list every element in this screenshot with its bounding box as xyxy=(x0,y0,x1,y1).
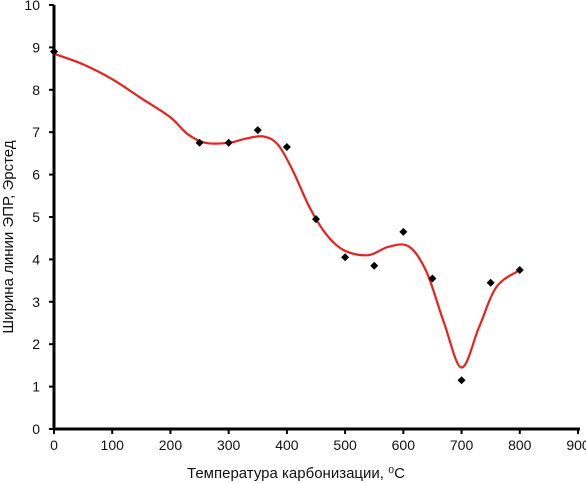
data-point xyxy=(428,274,437,283)
x-tick-label: 0 xyxy=(50,437,58,453)
fit-curve-line xyxy=(52,52,521,369)
data-point xyxy=(224,138,233,147)
x-tick-label: 700 xyxy=(450,437,474,453)
x-tick-label: 400 xyxy=(275,437,299,453)
axes xyxy=(49,4,580,434)
data-point xyxy=(515,266,524,274)
x-tick-label: 200 xyxy=(159,437,183,453)
data-point xyxy=(253,126,262,135)
y-tick-label: 1 xyxy=(32,379,40,395)
y-tick-label: 2 xyxy=(32,336,40,352)
y-tick-label: 6 xyxy=(32,167,40,183)
data-point xyxy=(457,376,466,385)
y-tick-label: 7 xyxy=(32,124,40,140)
y-tick-label: 10 xyxy=(24,0,40,13)
data-point xyxy=(341,253,350,262)
tick-labels-layer: 0 100 200 300 400 500 600 700 800 900 0 1 2 3 4 5 6 7 8 9 10 xyxy=(24,0,586,453)
x-tick-label: 800 xyxy=(508,437,532,453)
y-tick-label: 4 xyxy=(32,251,40,267)
data-points-layer xyxy=(50,47,524,385)
fit-curve-layer xyxy=(52,52,521,369)
x-tick-label: 900 xyxy=(566,437,586,453)
y-axis-title: Ширина линии ЭПР, Эрстед xyxy=(0,140,17,333)
y-tick-label: 8 xyxy=(32,82,40,98)
x-tick-label: 100 xyxy=(101,437,125,453)
y-tick-label: 9 xyxy=(32,39,40,55)
data-point xyxy=(486,278,495,287)
data-point xyxy=(50,47,58,56)
x-tick-label: 600 xyxy=(392,437,416,453)
y-tick-label: 5 xyxy=(32,209,40,225)
y-tick-label: 3 xyxy=(32,294,40,310)
y-tick-label: 0 xyxy=(32,421,40,437)
data-point xyxy=(312,215,320,224)
data-point xyxy=(370,261,379,270)
x-axis-title: Температура карбонизации, ⁰C xyxy=(187,465,405,482)
x-tick-label: 300 xyxy=(217,437,241,453)
x-tick-label: 500 xyxy=(333,437,357,453)
data-point xyxy=(195,138,204,147)
data-point xyxy=(399,227,408,236)
data-point xyxy=(282,143,291,152)
